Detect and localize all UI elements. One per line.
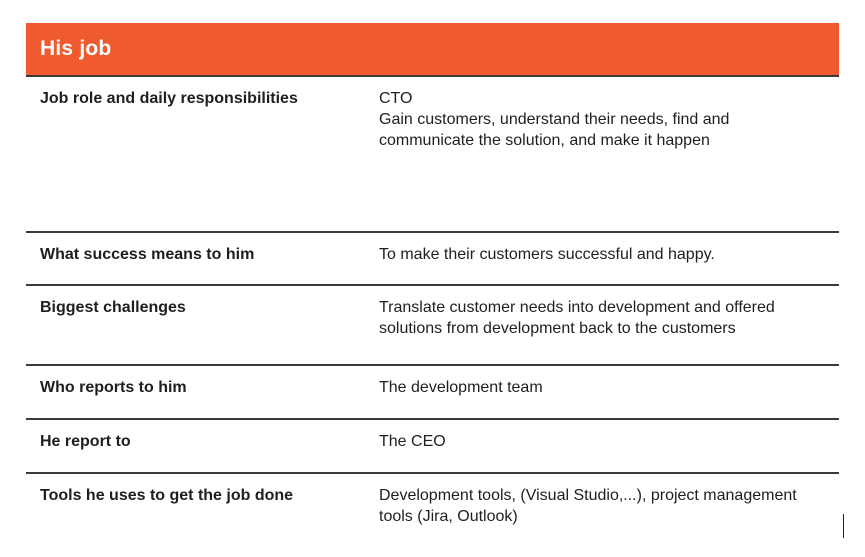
row-value-line: Development tools, (Visual Studio,...), … (379, 487, 797, 525)
text-cursor (843, 514, 844, 538)
row-value: Development tools, (Visual Studio,...), … (379, 474, 839, 532)
table-row-challenges: Biggest challenges Translate customer ne… (26, 286, 839, 366)
header-title: His job (40, 37, 112, 60)
row-value-line: CTO (379, 90, 413, 107)
row-value-line: The CEO (379, 433, 446, 450)
table-row-report-to: He report to The CEO (26, 420, 839, 474)
table-header: His job (26, 23, 839, 77)
row-label: Biggest challenges (40, 299, 186, 316)
persona-job-table: His job Job role and daily responsibilit… (26, 23, 839, 532)
row-value-line: To make their customers successful and h… (379, 246, 715, 263)
table-row-tools: Tools he uses to get the job done Develo… (26, 474, 839, 532)
row-label: What success means to him (40, 246, 255, 263)
row-value: To make their customers successful and h… (379, 233, 839, 284)
table-row-reports: Who reports to him The development team (26, 366, 839, 420)
row-value-line: Gain customers, understand their needs, … (379, 111, 730, 149)
table-row-success: What success means to him To make their … (26, 233, 839, 286)
row-value: CTO Gain customers, understand their nee… (379, 77, 839, 231)
row-value-line: Translate customer needs into developmen… (379, 299, 775, 337)
row-value: Translate customer needs into developmen… (379, 286, 839, 364)
row-value: The development team (379, 366, 839, 418)
table-row-job-role: Job role and daily responsibilities CTO … (26, 77, 839, 233)
row-label: Tools he uses to get the job done (40, 487, 294, 504)
row-label: He report to (40, 433, 131, 450)
row-value-line: The development team (379, 379, 543, 396)
row-value: The CEO (379, 420, 839, 472)
row-label: Job role and daily responsibilities (40, 90, 298, 107)
row-label: Who reports to him (40, 379, 187, 396)
